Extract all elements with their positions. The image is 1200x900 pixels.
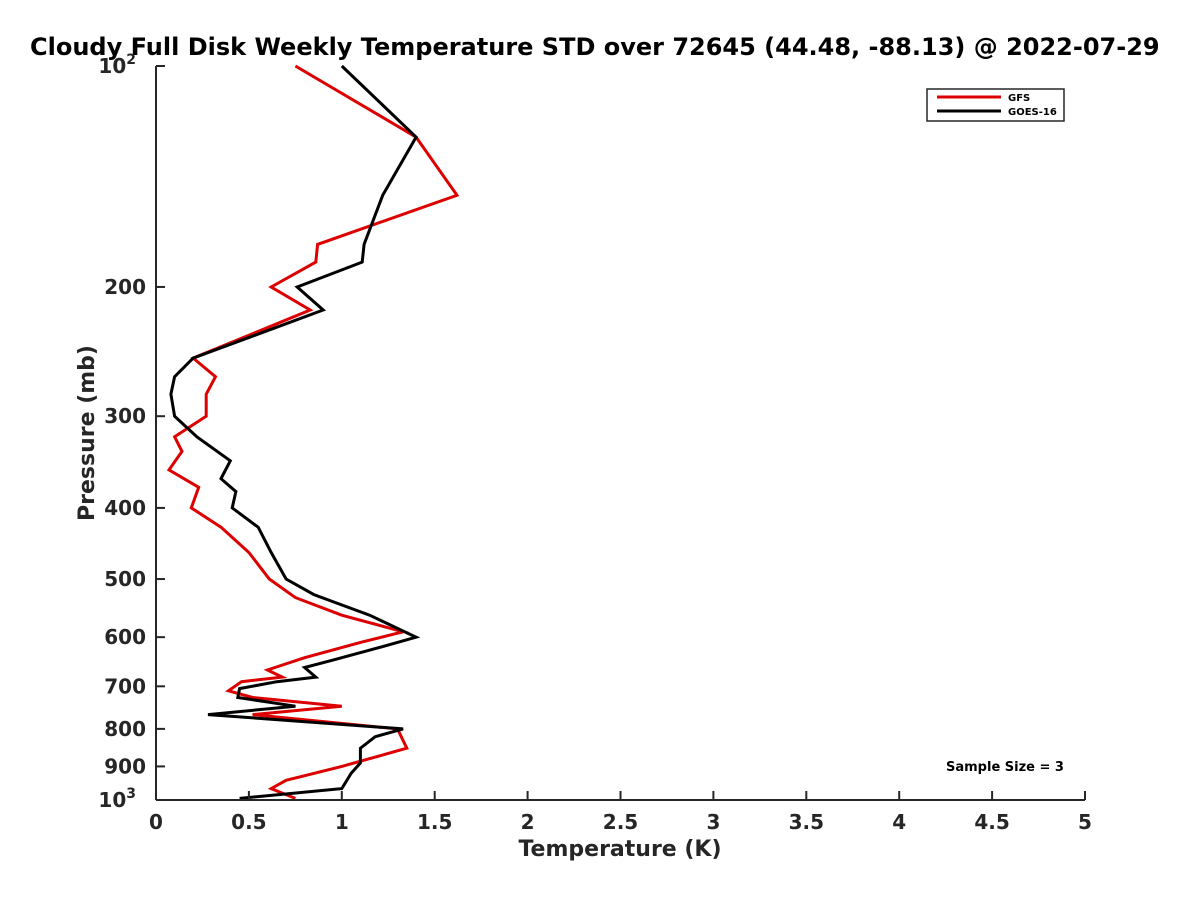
series-line-gfs (166, 64, 460, 800)
x-tick-label: 1 (335, 810, 349, 834)
x-tick-label: 0 (149, 810, 163, 834)
x-tick-label: 1.5 (417, 810, 452, 834)
legend-label: GOES-16 (1008, 107, 1057, 118)
plot-area (166, 64, 460, 800)
y-tick-label: 300 (104, 404, 146, 428)
legend: GFS GOES-16 (926, 88, 1065, 122)
y-tick-label: 400 (104, 496, 146, 520)
y-tick-label: 700 (104, 674, 146, 698)
legend-box (926, 88, 1065, 122)
y-tick-label: 500 (104, 567, 146, 591)
y-tick-label: 200 (104, 275, 146, 299)
y-tick-label: 900 (104, 754, 146, 778)
x-tick-label: 3 (706, 810, 720, 834)
series-line-goes-16 (169, 64, 421, 800)
x-tick-label: 2 (521, 810, 535, 834)
y-tick-label: 800 (104, 717, 146, 741)
x-tick-label: 3.5 (789, 810, 824, 834)
x-tick-label: 4 (892, 810, 906, 834)
y-tick-label: 102 (98, 52, 136, 78)
x-tick-label: 2.5 (603, 810, 638, 834)
x-tick-label: 0.5 (231, 810, 266, 834)
chart-title: Cloudy Full Disk Weekly Temperature STD … (30, 33, 1160, 61)
axes: 0 0.5 1 1.5 2 2.5 3 3.5 4 4.5 5 102 200 300 400 500 600 7… (98, 52, 1092, 834)
legend-label: GFS (1008, 93, 1030, 104)
x-tick-label: 5 (1078, 810, 1092, 834)
y-axis-label: Pressure (mb) (75, 345, 100, 521)
x-axis-label: Temperature (K) (518, 837, 721, 862)
y-tick-label: 600 (104, 625, 146, 649)
x-tick-label: 4.5 (974, 810, 1009, 834)
sample-size-annotation: Sample Size = 3 (946, 760, 1064, 775)
y-tick-label: 103 (98, 786, 136, 812)
